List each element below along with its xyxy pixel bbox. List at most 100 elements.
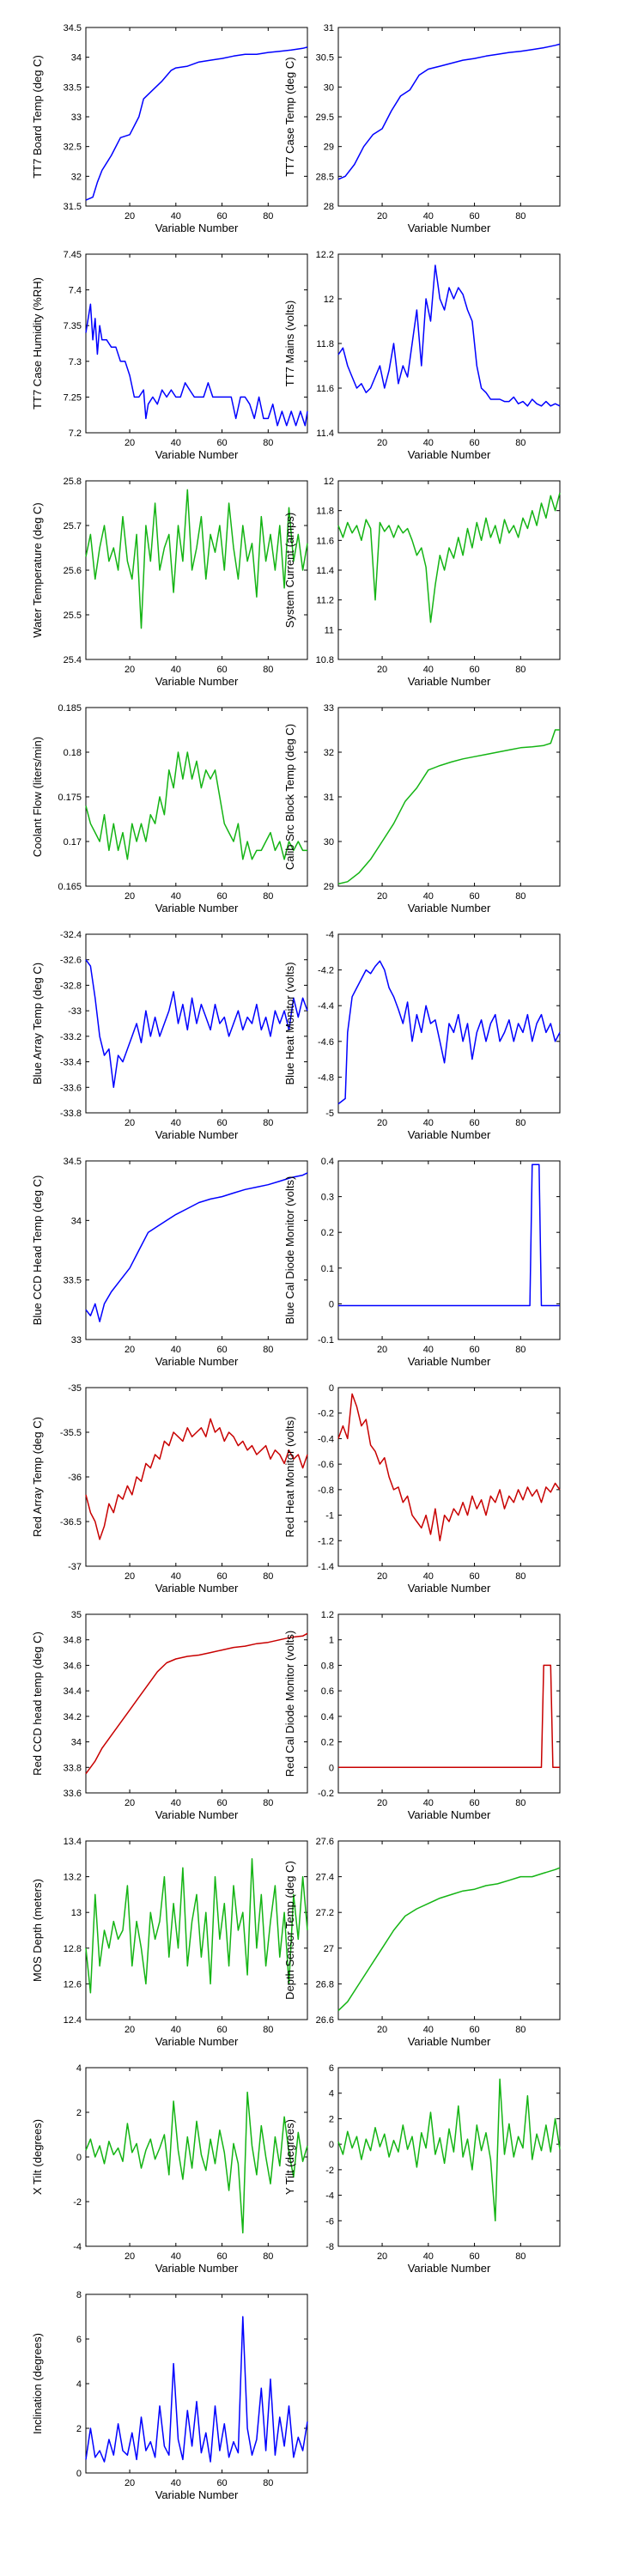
y-axis-label: Coolant Flow (liters/min) — [31, 737, 44, 857]
y-tick-label: 0.2 — [321, 1738, 334, 1748]
y-tick-label: 11.6 — [316, 536, 334, 546]
x-tick-label: 20 — [125, 2251, 135, 2262]
y-tick-label: 27.4 — [316, 1873, 334, 1883]
y-tick-label: 0.6 — [321, 1686, 334, 1697]
y-tick-label: 13 — [71, 1908, 82, 1918]
x-tick-label: 20 — [377, 438, 387, 448]
y-tick-label: 31 — [324, 793, 334, 803]
y-axis-label: TT7 Case Humidity (%RH) — [31, 277, 44, 410]
y-tick-label: 7.35 — [64, 321, 82, 331]
x-tick-label: 80 — [263, 2478, 273, 2488]
y-tick-label: -4.2 — [318, 966, 334, 976]
y-tick-label: 33 — [71, 1335, 82, 1346]
x-tick-label: 40 — [171, 211, 181, 222]
x-tick-label: 60 — [469, 1345, 479, 1355]
x-tick-label: 60 — [216, 438, 227, 448]
x-axis-label: Variable Number — [155, 448, 239, 461]
x-axis-label: Variable Number — [155, 2262, 239, 2275]
y-tick-label: 0 — [76, 2153, 82, 2163]
plot-area — [85, 253, 308, 434]
y-tick-label: 12.4 — [64, 2015, 82, 2026]
y-axis-label: TT7 Mains (volts) — [283, 301, 296, 386]
y-tick-label: 0.4 — [321, 1712, 334, 1722]
y-tick-label: 29 — [324, 882, 334, 892]
x-axis-label: Variable Number — [408, 448, 491, 461]
x-tick-label: 20 — [377, 211, 387, 222]
x-tick-label: 20 — [377, 665, 387, 675]
plot-area — [85, 1387, 308, 1567]
x-tick-label: 20 — [377, 1118, 387, 1128]
y-tick-label: 32.5 — [64, 143, 82, 153]
y-tick-label: 0 — [329, 1299, 334, 1309]
x-axis-label: Variable Number — [155, 902, 239, 914]
y-tick-label: 28 — [324, 202, 334, 212]
chart-panel: 20 40 60 80 10.8 11 11.2 11.4 11.6 11.8 12 Variable… — [283, 477, 561, 688]
x-tick-label: 20 — [125, 665, 135, 675]
y-tick-label: 11.4 — [316, 566, 334, 576]
series-line — [85, 751, 307, 860]
x-tick-label: 60 — [469, 1571, 479, 1582]
x-tick-label: 40 — [171, 1798, 181, 1808]
x-axis-label: Variable Number — [155, 1808, 239, 1821]
x-tick-label: 20 — [125, 211, 135, 222]
y-tick-label: 0.175 — [58, 793, 82, 803]
x-tick-label: 60 — [469, 438, 479, 448]
y-tick-label: 11.8 — [316, 339, 334, 349]
x-tick-label: 60 — [216, 2251, 227, 2262]
x-tick-label: 80 — [515, 1798, 526, 1808]
y-tick-label: 28.5 — [316, 172, 334, 182]
y-tick-label: -35.5 — [60, 1428, 82, 1438]
x-tick-label: 80 — [263, 1798, 273, 1808]
x-tick-label: 60 — [216, 1798, 227, 1808]
x-tick-label: 40 — [171, 891, 181, 902]
chart-panel: 20 40 60 80 33 33.5 34 34.5 Variable Number Blue … — [31, 1157, 308, 1368]
y-tick-label: -0.6 — [318, 1460, 334, 1470]
plot-area — [337, 1840, 561, 2020]
y-axis-label: Inclination (degrees) — [31, 2333, 44, 2434]
chart-panel: 20 40 60 80 7.2 7.25 7.3 7.35 7.4 7.45 Variable Nu… — [31, 250, 308, 461]
y-tick-label: 34.8 — [64, 1636, 82, 1646]
y-tick-label: -36.5 — [60, 1517, 82, 1528]
y-axis-label: Calib Src Block Temp (deg C) — [283, 724, 296, 870]
x-axis-label: Variable Number — [155, 1582, 239, 1595]
chart-panel: 20 40 60 80 0.165 0.17 0.175 0.18 0.185 Variable … — [31, 703, 308, 914]
series-line — [337, 1867, 561, 2012]
series-line — [337, 960, 561, 1105]
y-tick-label: 4 — [76, 2379, 82, 2390]
x-tick-label: 80 — [263, 438, 273, 448]
y-tick-label: -2 — [73, 2197, 82, 2208]
y-tick-label: 25.7 — [64, 521, 82, 532]
y-tick-label: 0 — [329, 2140, 334, 2150]
y-tick-label: 35 — [71, 1610, 82, 1620]
y-axis-label: Blue Heat Monitor (volts) — [283, 962, 296, 1084]
x-tick-label: 20 — [125, 1798, 135, 1808]
x-tick-label: 60 — [216, 665, 227, 675]
chart-panel: 20 40 60 80 25.4 25.5 25.6 25.7 25.8 Variable Num… — [31, 477, 308, 688]
y-tick-label: -36 — [68, 1473, 82, 1483]
y-tick-label: -32.8 — [60, 981, 82, 991]
x-tick-label: 20 — [377, 2025, 387, 2035]
x-tick-label: 20 — [377, 1571, 387, 1582]
y-axis-label: TT7 Case Temp (deg C) — [283, 57, 296, 176]
y-tick-label: 7.2 — [69, 428, 82, 439]
x-tick-label: 80 — [263, 2025, 273, 2035]
y-tick-label: 13.4 — [64, 1837, 82, 1847]
y-tick-label: -4 — [73, 2242, 82, 2252]
x-axis-label: Variable Number — [155, 1355, 239, 1368]
x-tick-label: 60 — [216, 891, 227, 902]
y-tick-label: -8 — [325, 2242, 334, 2252]
y-tick-label: 27 — [324, 1944, 334, 1954]
y-tick-label: 12 — [324, 295, 334, 305]
x-tick-label: 60 — [216, 2478, 227, 2488]
x-tick-label: 80 — [515, 211, 526, 222]
chart-panel: 20 40 60 80 -1.4 -1.2 -1 -0.8 -0.6 -0.4 -0.2 0 Varia… — [283, 1383, 561, 1595]
chart-panel: 20 40 60 80 -4 -2 0 2 4 Variable Number X Tilt (de… — [31, 2063, 308, 2275]
series-line — [85, 489, 308, 629]
x-tick-label: 60 — [216, 1571, 227, 1582]
x-axis-label: Variable Number — [155, 222, 239, 234]
x-tick-label: 60 — [469, 1798, 479, 1808]
chart-panel: 20 40 60 80 -37 -36.5 -36 -35.5 -35 Variable Numb… — [31, 1383, 308, 1595]
y-axis-label: TT7 Board Temp (deg C) — [31, 55, 44, 179]
y-tick-label: 32 — [71, 172, 82, 182]
x-tick-label: 40 — [423, 891, 434, 902]
